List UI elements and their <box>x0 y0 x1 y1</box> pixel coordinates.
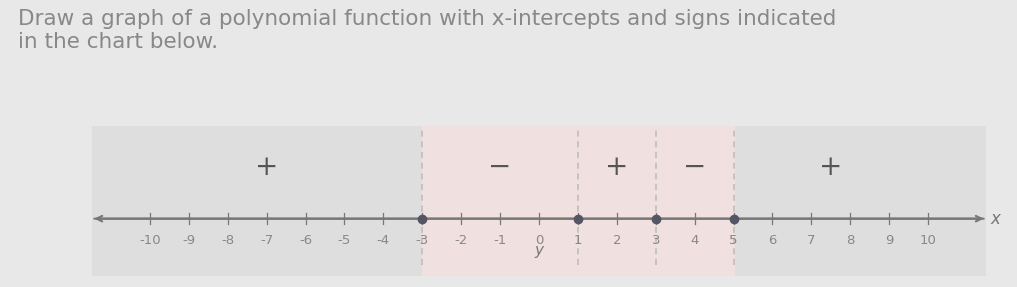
Text: -5: -5 <box>338 234 351 247</box>
Text: -10: -10 <box>139 234 161 247</box>
Text: -1: -1 <box>493 234 506 247</box>
Text: 1: 1 <box>574 234 582 247</box>
Text: −: − <box>683 154 706 181</box>
Text: -8: -8 <box>221 234 234 247</box>
Text: −: − <box>488 154 512 181</box>
Text: Draw a graph of a polynomial function with x-intercepts and signs indicated
in t: Draw a graph of a polynomial function wi… <box>18 9 837 52</box>
Text: -7: -7 <box>260 234 274 247</box>
Text: x: x <box>991 210 1001 228</box>
Text: 6: 6 <box>768 234 777 247</box>
Bar <box>422 126 733 276</box>
Text: y: y <box>535 243 543 258</box>
Text: 10: 10 <box>919 234 937 247</box>
Text: -3: -3 <box>416 234 429 247</box>
Text: -2: -2 <box>455 234 468 247</box>
Text: 0: 0 <box>535 234 543 247</box>
Text: -9: -9 <box>182 234 195 247</box>
Text: +: + <box>819 154 842 181</box>
Text: +: + <box>255 154 279 181</box>
Text: 5: 5 <box>729 234 737 247</box>
Text: 4: 4 <box>691 234 699 247</box>
Text: 9: 9 <box>885 234 893 247</box>
Text: 8: 8 <box>846 234 854 247</box>
Text: -4: -4 <box>377 234 390 247</box>
Text: 2: 2 <box>612 234 621 247</box>
Text: 7: 7 <box>807 234 816 247</box>
Text: -6: -6 <box>299 234 312 247</box>
Text: +: + <box>605 154 629 181</box>
Text: 3: 3 <box>652 234 660 247</box>
